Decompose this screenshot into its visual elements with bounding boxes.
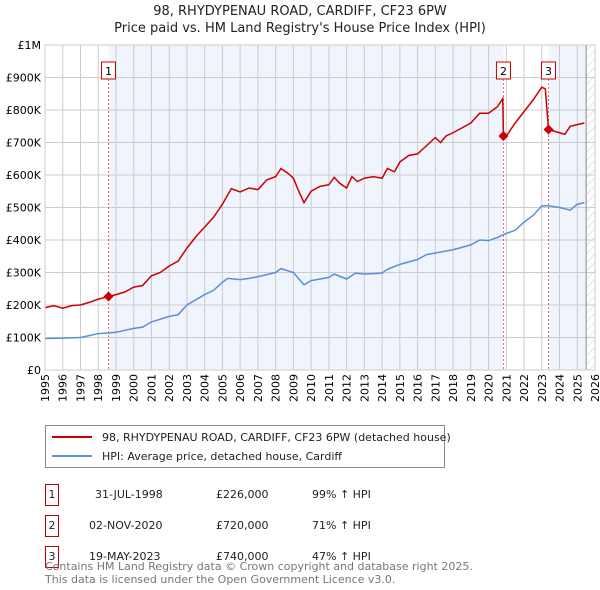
sale-label: 2 bbox=[500, 65, 507, 78]
x-tick-label: 1998 bbox=[92, 374, 105, 402]
sale-hpi: 99% ↑ HPI bbox=[312, 488, 371, 501]
y-tick-label: £600K bbox=[6, 169, 42, 182]
x-tick-label: 1995 bbox=[39, 374, 52, 402]
x-tick-label: 2020 bbox=[483, 374, 496, 402]
sale-label-box bbox=[101, 61, 117, 80]
x-tick-label: 2001 bbox=[145, 374, 158, 402]
x-tick-label: 1999 bbox=[110, 374, 123, 402]
sale-row: 3 19-MAY-2023 £740,000 47% ↑ HPI bbox=[45, 546, 565, 568]
footer-line2: This data is licensed under the Open Gov… bbox=[45, 573, 396, 586]
legend-swatch-red bbox=[52, 436, 92, 438]
y-tick-label: £400K bbox=[6, 234, 42, 247]
x-tick-label: 2018 bbox=[447, 374, 460, 402]
x-tick-label: 1996 bbox=[57, 374, 70, 402]
sale-number: 2 bbox=[45, 515, 59, 537]
y-tick-label: £200K bbox=[6, 299, 42, 312]
sale-row: 2 02-NOV-2020 £720,000 71% ↑ HPI bbox=[45, 515, 565, 537]
x-tick-label: 2019 bbox=[465, 374, 478, 402]
plot-border bbox=[44, 44, 596, 371]
y-tick-label: £500K bbox=[6, 202, 42, 215]
sale-point bbox=[103, 291, 114, 302]
footer-line1: Contains HM Land Registry data © Crown c… bbox=[45, 560, 473, 573]
y-tick-label: £300K bbox=[6, 267, 42, 280]
chart-subtitle: Price paid vs. HM Land Registry's House … bbox=[114, 21, 486, 36]
x-tick-label: 2016 bbox=[412, 374, 425, 402]
legend-label: 98, RHYDYPENAU ROAD, CARDIFF, CF23 6PW (… bbox=[102, 430, 451, 444]
sale-date: 31-JUL-1998 bbox=[95, 488, 163, 501]
sale-point bbox=[543, 124, 554, 135]
x-tick-label: 2004 bbox=[199, 374, 212, 402]
x-tick-label: 2026 bbox=[589, 374, 600, 402]
x-tick-label: 2022 bbox=[518, 374, 531, 402]
x-tick-label: 2014 bbox=[376, 374, 389, 402]
x-tick-label: 2002 bbox=[163, 374, 176, 402]
sale-number: 3 bbox=[45, 546, 59, 568]
price-chart: 1995 1996 1997 1998 1999 2000 2001 2002 2003 2004… bbox=[6, 39, 600, 402]
x-tick-label: 2005 bbox=[216, 374, 229, 402]
x-tick-label: 2011 bbox=[323, 374, 336, 402]
x-tick-label: 2007 bbox=[252, 374, 265, 402]
sale-hpi: 47% ↑ HPI bbox=[312, 550, 371, 563]
x-tick-label: 2000 bbox=[128, 374, 141, 402]
legend-swatch-blue bbox=[52, 455, 92, 457]
sale-hpi: 71% ↑ HPI bbox=[312, 519, 371, 532]
sale-price: £226,000 bbox=[216, 488, 269, 501]
sale-price: £720,000 bbox=[216, 519, 269, 532]
y-tick-label: £900K bbox=[6, 72, 42, 85]
x-tick-label: 2013 bbox=[358, 374, 371, 402]
x-tick-label: 2012 bbox=[341, 374, 354, 402]
x-tick-label: 2023 bbox=[536, 374, 549, 402]
x-tick-label: 2008 bbox=[270, 374, 283, 402]
x-tick-label: 2021 bbox=[500, 374, 513, 402]
y-tick-label: £1M bbox=[18, 39, 42, 52]
legend: 98, RHYDYPENAU ROAD, CARDIFF, CF23 6PW (… bbox=[45, 425, 451, 468]
y-tick-label: £100K bbox=[6, 332, 42, 345]
y-tick-label: £800K bbox=[6, 104, 42, 117]
x-tick-label: 2003 bbox=[181, 374, 194, 402]
x-tick-label: 2017 bbox=[429, 374, 442, 402]
footer: Contains HM Land Registry data © Crown c… bbox=[45, 560, 473, 586]
sale-label-box bbox=[495, 61, 511, 80]
x-tick-label: 2015 bbox=[394, 374, 407, 402]
sale-label: 3 bbox=[545, 65, 552, 78]
x-tick-label: 2006 bbox=[234, 374, 247, 402]
sale-label-box bbox=[541, 61, 557, 80]
legend-item-property: 98, RHYDYPENAU ROAD, CARDIFF, CF23 6PW (… bbox=[52, 429, 451, 445]
y-tick-label: £0 bbox=[27, 364, 41, 377]
sale-price: £740,000 bbox=[216, 550, 269, 563]
sale-row: 1 31-JUL-1998 £226,000 99% ↑ HPI bbox=[45, 484, 565, 506]
hpi-line bbox=[44, 201, 585, 340]
x-tick-label: 2010 bbox=[305, 374, 318, 402]
sale-number: 1 bbox=[45, 484, 59, 506]
sale-point bbox=[498, 131, 509, 141]
legend-label: HPI: Average price, detached house, Card… bbox=[102, 449, 342, 463]
sale-date: 19-MAY-2023 bbox=[89, 550, 161, 563]
x-tick-label: 1997 bbox=[74, 374, 87, 402]
legend-item-hpi: HPI: Average price, detached house, Card… bbox=[52, 448, 342, 464]
x-tick-label: 2025 bbox=[571, 374, 584, 402]
x-tick-label: 2024 bbox=[554, 374, 567, 402]
sale-label: 1 bbox=[105, 65, 112, 78]
y-tick-label: £700K bbox=[6, 137, 42, 150]
x-tick-label: 2009 bbox=[287, 374, 300, 402]
chart-title: 98, RHYDYPENAU ROAD, CARDIFF, CF23 6PW bbox=[153, 4, 447, 19]
sale-date: 02-NOV-2020 bbox=[89, 519, 163, 532]
